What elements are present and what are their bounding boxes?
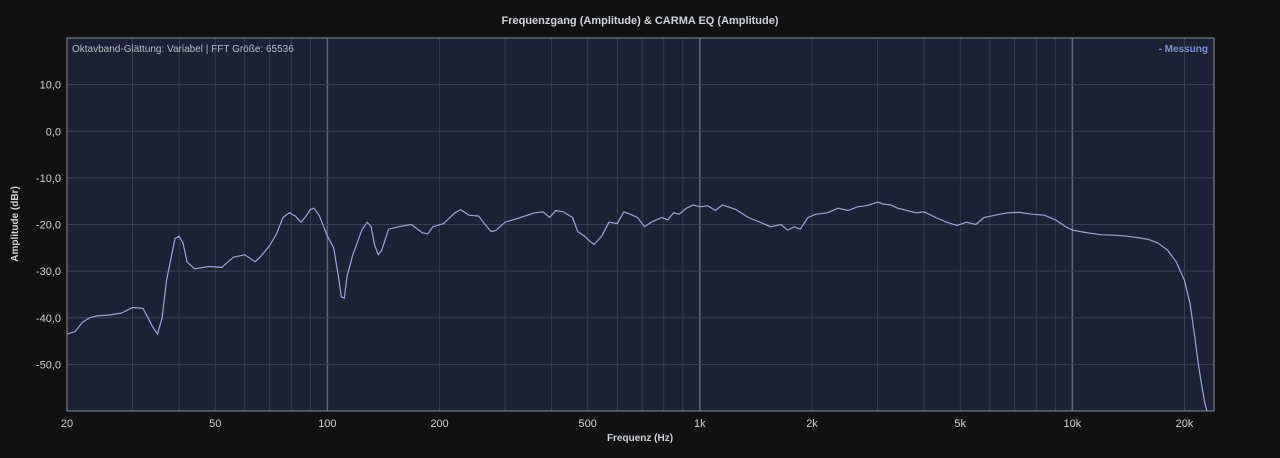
plot-border [66,37,1215,412]
x-tick-label: 5k [954,418,966,430]
x-tick-label: 2k [806,418,818,430]
y-tick-label: -10,0 [36,173,61,185]
x-tick-label: 500 [579,418,597,430]
y-tick-label: -40,0 [36,313,61,325]
y-tick-label: 10,0 [40,80,61,92]
y-tick-label: -20,0 [36,220,61,232]
smoothing-annotation: Oktavband-Glättung: Variabel | FFT Größe… [72,44,294,55]
y-tick-label: -50,0 [36,359,61,371]
x-tick-label: 100 [318,418,336,430]
y-axis-label: Amplitude (dBr) [10,186,21,262]
tick-labels: 10,0 0,0 -10,0 -20,0 -30,0 -40,0 -50,0 20 50 100 2… [36,80,1194,430]
x-tick-label: 50 [209,418,221,430]
y-tick-label: 0,0 [46,126,61,138]
grid [66,38,1214,411]
series-line-messung [66,201,1208,412]
x-tick-label: 10k [1063,418,1081,430]
x-tick-label: 200 [430,418,448,430]
legend-entry-messung[interactable]: - Messung [1159,44,1208,55]
y-tick-label: -30,0 [36,266,61,278]
x-tick-label: 20k [1176,418,1194,430]
x-tick-label: 1k [694,418,706,430]
chart-title: Frequenzgang (Amplitude) & CARMA EQ (Amp… [501,15,778,27]
x-tick-label: 20 [61,418,73,430]
x-axis-label: Frequenz (Hz) [607,433,673,444]
series-layer [66,201,1208,412]
